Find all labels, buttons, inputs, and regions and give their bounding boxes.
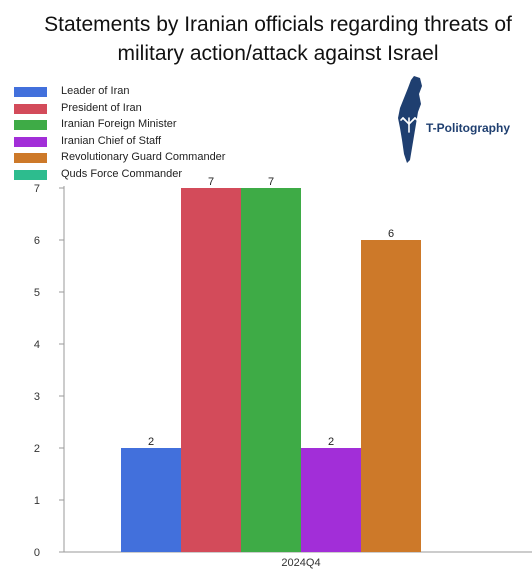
legend-label: Leader of Iran [61,85,130,97]
logo-text: T-Politography [426,121,510,135]
bar [181,188,241,552]
y-tick-label: 6 [34,235,40,247]
legend-swatch [14,103,47,114]
legend-swatch [14,120,47,130]
bars [121,188,421,552]
legend-swatch [14,87,47,97]
legend-swatch [14,136,47,147]
y-tick-label: 2 [34,443,40,455]
legend-label: Revolutionary Guard Commander [61,151,226,163]
legend-label: Iranian Foreign Minister [61,118,177,130]
y-axis-ticks: 0 1 2 3 4 5 6 7 [34,183,64,559]
israel-map-icon [398,76,422,163]
bar-value-label: 6 [388,228,394,240]
legend-label: President of Iran [61,101,142,114]
y-tick-label: 1 [34,495,40,507]
bar [121,448,181,552]
legend-swatch [14,169,47,180]
y-tick-label: 4 [34,339,40,351]
x-tick-label: 2024Q4 [281,557,320,569]
bar [241,188,301,552]
y-tick-label: 0 [34,547,40,559]
bar [361,240,421,552]
bar-value-label: 2 [148,436,154,448]
y-tick-label: 5 [34,287,40,299]
bar-value-label: 7 [208,176,214,188]
legend-label: Quds Force Commander [61,167,183,180]
bar-value-label: 7 [268,176,274,188]
bar-data-labels: 2 7 7 2 6 [148,176,394,448]
bar [301,448,361,552]
legend-label: Iranian Chief of Staff [61,134,162,147]
chart-title: Statements by Iranian officials regardin… [44,13,512,65]
logo: T-Politography [392,74,528,166]
y-tick-label: 3 [34,391,40,403]
y-tick-label: 7 [34,183,40,195]
x-axis-ticks: 2024Q4 [281,557,320,569]
bar-value-label: 2 [328,436,334,448]
legend-swatch [14,153,47,163]
